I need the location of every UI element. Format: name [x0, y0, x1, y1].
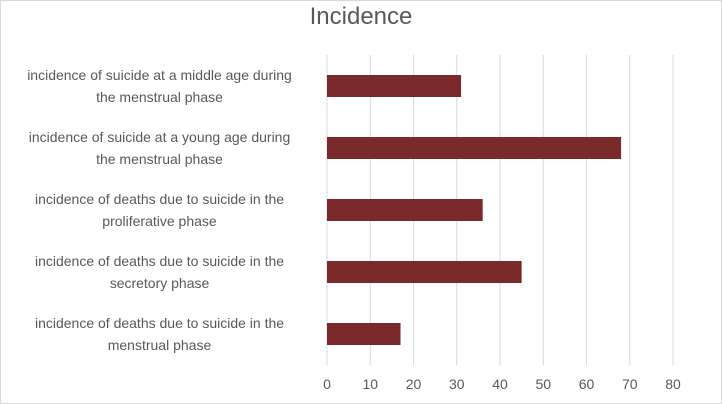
category-label: incidence of deaths due to suicide in th… — [35, 315, 284, 353]
category-label-line: the menstrual phase — [96, 151, 223, 167]
category-label-line: incidence of deaths due to suicide in th… — [35, 253, 284, 269]
x-tick-label: 70 — [622, 376, 638, 392]
bar — [327, 137, 622, 159]
category-label: incidence of deaths due to suicide in th… — [35, 253, 284, 291]
category-labels: incidence of suicide at a middle age dur… — [27, 67, 292, 353]
bar-layer — [327, 75, 622, 345]
chart-title: Incidence — [309, 3, 413, 30]
x-tick-label: 20 — [406, 376, 422, 392]
x-tick-label: 60 — [579, 376, 595, 392]
category-label: incidence of suicide at a middle age dur… — [27, 67, 292, 105]
category-label-line: the menstrual phase — [96, 89, 223, 105]
bar — [327, 323, 401, 345]
category-label-line: incidence of suicide at a middle age dur… — [27, 67, 292, 83]
bar — [327, 199, 483, 221]
x-tick-label: 50 — [535, 376, 551, 392]
bar — [327, 261, 522, 283]
category-label-line: incidence of deaths due to suicide in th… — [35, 315, 284, 331]
category-label: incidence of deaths due to suicide in th… — [35, 191, 284, 229]
bar — [327, 75, 462, 97]
x-tick-labels: 0 10 20 30 40 50 60 70 80 — [323, 376, 681, 392]
x-tick-label: 0 — [323, 376, 331, 392]
category-label-line: secretory phase — [110, 275, 210, 291]
category-label-line: incidence of deaths due to suicide in th… — [35, 191, 284, 207]
x-tick-label: 10 — [362, 376, 378, 392]
x-tick-label: 30 — [449, 376, 465, 392]
category-label: incidence of suicide at a young age duri… — [29, 129, 291, 167]
category-label-line: incidence of suicide at a young age duri… — [29, 129, 291, 145]
x-tick-label: 80 — [665, 376, 681, 392]
category-label-line: proliferative phase — [102, 213, 217, 229]
category-label-line: menstrual phase — [108, 337, 212, 353]
x-tick-label: 40 — [492, 376, 508, 392]
